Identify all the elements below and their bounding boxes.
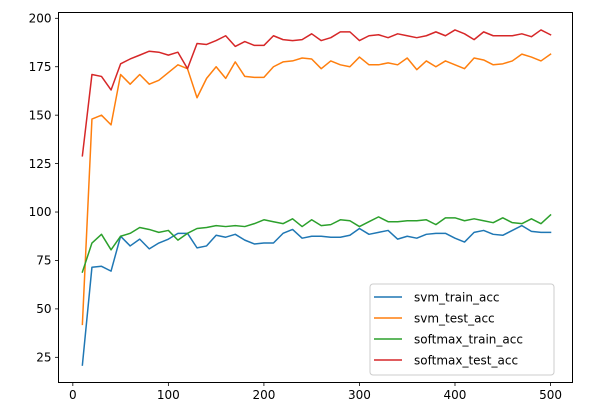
legend: svm_train_acc svm_test_acc softmax_train_a… [369, 283, 555, 376]
series-line-softmax-test-acc [81, 29, 552, 157]
legend-box [369, 283, 555, 376]
y-tick-label: 125 [29, 157, 52, 171]
y-tick-label: 175 [29, 60, 52, 74]
x-tick-label: 400 [444, 388, 467, 402]
plot-frame [58, 12, 573, 383]
y-tick-label: 100 [29, 205, 52, 219]
x-tick-label: 200 [252, 388, 275, 402]
legend-label-svm-train-acc: svm_train_acc [414, 291, 500, 305]
x-tick-label: 300 [348, 388, 371, 402]
x-tick-label: 0 [69, 388, 77, 402]
series-layer [81, 29, 552, 366]
series-line-softmax-train-acc [81, 213, 552, 274]
legend-label-softmax-train-acc: softmax_train_acc [414, 333, 523, 347]
legend-items: svm_train_acc svm_test_acc softmax_train_a… [374, 291, 523, 368]
x-tick-label: 100 [157, 388, 180, 402]
series-line-svm-train-acc [81, 224, 552, 366]
series-line-svm-test-acc [81, 53, 552, 326]
legend-label-svm-test-acc: svm_test_acc [414, 312, 495, 326]
y-tick-label: 150 [29, 108, 52, 122]
y-tick-label: 75 [36, 254, 51, 268]
ticks-layer: 0 100 200 300 400 500 25 50 75 100 125 150 175 200 [29, 12, 562, 402]
y-tick-label: 200 [29, 12, 52, 26]
y-tick-label: 50 [36, 302, 51, 316]
legend-label-softmax-test-acc: softmax_test_acc [414, 354, 518, 368]
x-tick-label: 500 [539, 388, 562, 402]
y-tick-label: 25 [36, 351, 51, 365]
